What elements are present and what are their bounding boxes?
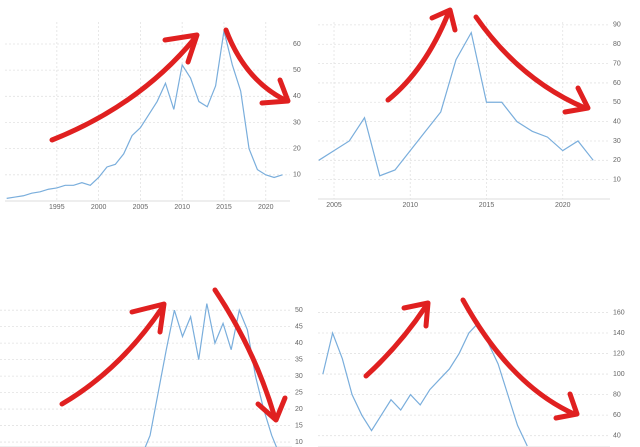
y-tick-label: 50 bbox=[295, 307, 303, 314]
y-tick-label: 60 bbox=[613, 80, 621, 87]
y-tick-label: 40 bbox=[613, 433, 621, 440]
y-tick-label: 100 bbox=[613, 371, 625, 378]
y-tick-label: 120 bbox=[613, 350, 625, 357]
y-tick-label: 15 bbox=[295, 422, 303, 429]
data-line bbox=[6, 30, 283, 199]
x-tick-label: 2010 bbox=[402, 202, 418, 209]
y-tick-label: 60 bbox=[613, 412, 621, 419]
x-tick-label: 2005 bbox=[133, 204, 149, 211]
arrow-up bbox=[363, 303, 429, 379]
arrow-up bbox=[49, 35, 198, 143]
chart-panel: 40 60 80 100 120 140 160 bbox=[318, 309, 625, 447]
x-tick-label: 2010 bbox=[174, 204, 190, 211]
y-tick-label: 20 bbox=[295, 406, 303, 413]
y-tick-label: 160 bbox=[613, 309, 625, 316]
chart-panel: 10 20 30 40 50 60 70 80 90 2005 2010 2015 2020 bbox=[318, 22, 621, 209]
arrow-down bbox=[212, 287, 278, 421]
x-tick-label: 2020 bbox=[258, 204, 274, 211]
y-tick-label: 60 bbox=[293, 41, 301, 48]
arrow-head bbox=[162, 32, 200, 65]
y-tick-label: 10 bbox=[295, 439, 303, 446]
y-tick-label: 90 bbox=[613, 22, 621, 29]
y-tick-label: 80 bbox=[613, 41, 621, 48]
arrow-up bbox=[59, 305, 165, 407]
arrow-head bbox=[259, 77, 291, 106]
data-line bbox=[318, 30, 594, 177]
x-tick-label: 2015 bbox=[216, 204, 232, 211]
x-tick-label: 2015 bbox=[479, 202, 495, 209]
arrow-head bbox=[401, 300, 431, 329]
y-tick-label: 20 bbox=[293, 146, 301, 153]
arrow-down bbox=[223, 27, 288, 103]
y-tick-label: 20 bbox=[613, 157, 621, 164]
data-line bbox=[144, 303, 278, 447]
chart-panel: 10 20 30 40 50 60 1995 2000 2005 2010 2015 2020 bbox=[5, 22, 301, 211]
arrow-head bbox=[129, 301, 167, 335]
arrow-head bbox=[562, 85, 591, 115]
arrow-down bbox=[460, 297, 577, 417]
y-tick-label: 80 bbox=[613, 391, 621, 398]
y-tick-label: 50 bbox=[293, 67, 301, 74]
y-tick-label: 30 bbox=[613, 138, 621, 145]
x-tick-label: 2020 bbox=[555, 202, 571, 209]
y-tick-label: 50 bbox=[613, 99, 621, 106]
y-tick-label: 10 bbox=[293, 172, 301, 179]
arrow-head bbox=[553, 391, 580, 421]
arrow-down bbox=[473, 14, 588, 111]
y-tick-label: 25 bbox=[295, 389, 303, 396]
y-tick-label: 35 bbox=[295, 356, 303, 363]
arrow-up bbox=[385, 11, 451, 103]
x-tick-label: 1995 bbox=[49, 204, 65, 211]
y-tick-label: 40 bbox=[293, 93, 301, 100]
y-tick-label: 40 bbox=[613, 118, 621, 125]
x-tick-label: 2005 bbox=[326, 202, 342, 209]
y-tick-label: 45 bbox=[295, 323, 303, 330]
y-tick-label: 30 bbox=[293, 119, 301, 126]
y-tick-label: 140 bbox=[613, 330, 625, 337]
x-tick-label: 2000 bbox=[91, 204, 107, 211]
y-tick-label: 30 bbox=[295, 373, 303, 380]
y-tick-label: 40 bbox=[295, 340, 303, 347]
data-line bbox=[322, 321, 528, 447]
y-tick-label: 70 bbox=[613, 60, 621, 67]
annotations bbox=[49, 7, 591, 423]
y-tick-label: 10 bbox=[613, 176, 621, 183]
arrow-head bbox=[429, 7, 458, 33]
arrow-head bbox=[255, 395, 288, 423]
